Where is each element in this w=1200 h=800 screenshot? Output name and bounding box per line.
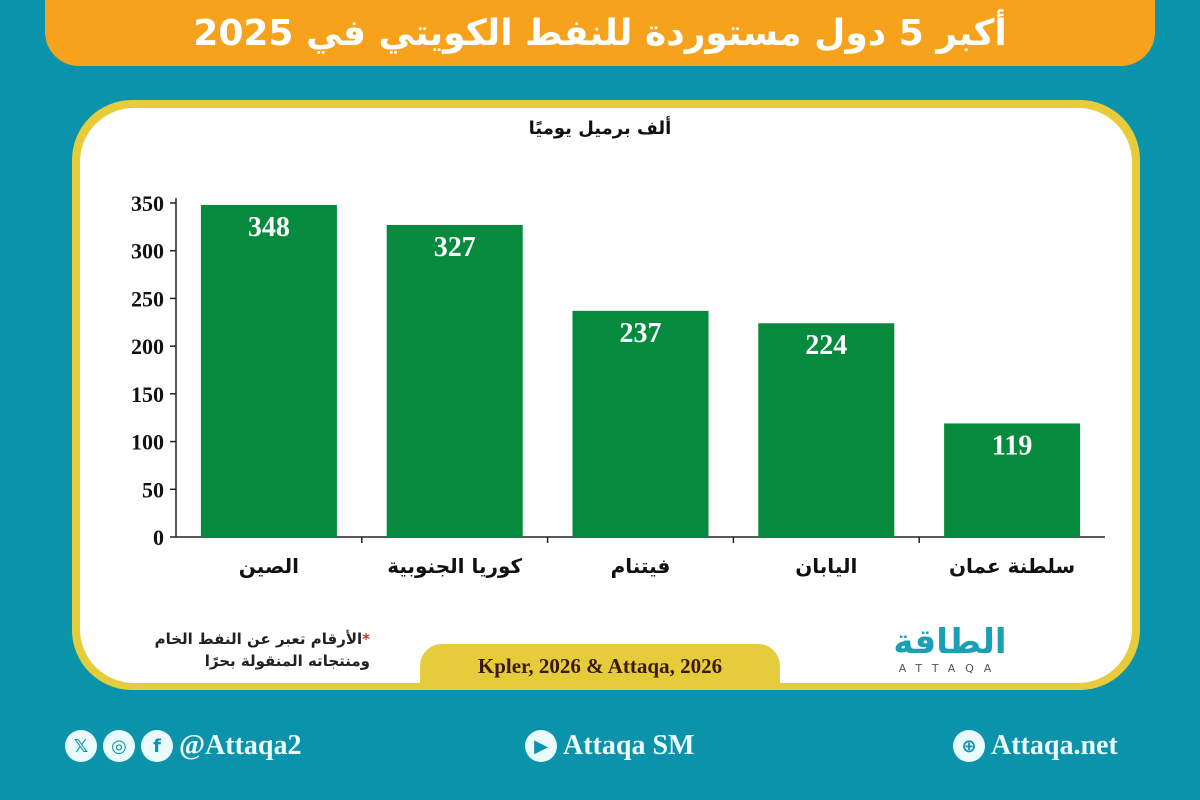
bar — [572, 310, 709, 537]
youtube-icon[interactable]: ▶ — [525, 730, 557, 762]
y-tick-label: 0 — [153, 525, 164, 550]
x-tick-label: فيتنام — [611, 554, 671, 578]
globe-icon[interactable]: ⊕ — [953, 730, 985, 762]
bar — [386, 224, 523, 537]
instagram-icon[interactable]: ◎ — [103, 730, 135, 762]
footnote-line-1: الأرقام تعبر عن النفط الخام — [154, 630, 363, 648]
title-banner: أكبر 5 دول مستوردة للنفط الكويتي في 2025 — [45, 0, 1155, 66]
data-label: 237 — [620, 318, 662, 349]
y-tick-label: 300 — [131, 239, 164, 264]
source-label: Kpler, 2026 & Attaqa, 2026 — [420, 644, 780, 688]
bar — [944, 423, 1081, 537]
social-handle[interactable]: @Attaqa2 — [179, 730, 302, 761]
facebook-icon[interactable]: f — [141, 730, 173, 762]
footnote: *الأرقام تعبر عن النفط الخام ومنتجاته ال… — [120, 628, 370, 672]
youtube-link: ▶ Attaqa SM — [525, 730, 694, 762]
y-tick-label: 50 — [142, 477, 164, 502]
x-tick-label: سلطنة عمان — [949, 554, 1075, 578]
website-link: ⊕ Attaqa.net — [953, 730, 1118, 762]
data-label: 224 — [805, 330, 847, 361]
footnote-line-2: ومنتجاته المنقولة بحرًا — [204, 652, 370, 670]
x-icon[interactable]: 𝕏 — [65, 730, 97, 762]
youtube-handle[interactable]: Attaqa SM — [563, 730, 695, 761]
data-label: 327 — [434, 232, 476, 263]
y-tick-label: 150 — [131, 382, 164, 407]
logo-arabic: الطاقة — [893, 622, 1007, 662]
y-axis-unit: ألف برميل يوميًا — [528, 118, 672, 139]
bar — [758, 323, 895, 537]
x-tick-label: اليابان — [795, 554, 857, 578]
x-tick-label: الصين — [239, 554, 299, 578]
y-tick-label: 250 — [131, 286, 164, 311]
y-tick-label: 200 — [131, 334, 164, 359]
y-tick-label: 100 — [131, 430, 164, 455]
data-label: 348 — [248, 212, 290, 243]
bar — [200, 204, 337, 537]
attaqa-logo: الطاقة ATTAQA — [870, 622, 1030, 682]
website-url[interactable]: Attaqa.net — [991, 730, 1118, 761]
x-tick-label: كوريا الجنوبية — [387, 554, 522, 578]
footnote-star: * — [362, 630, 370, 648]
page-title: أكبر 5 دول مستوردة للنفط الكويتي في 2025 — [193, 12, 1007, 54]
data-label: 119 — [992, 430, 1032, 461]
y-tick-label: 350 — [131, 191, 164, 216]
logo-english: ATTAQA — [898, 662, 1002, 675]
social-handles: 𝕏 ◎ f @Attaqa2 — [65, 730, 302, 762]
